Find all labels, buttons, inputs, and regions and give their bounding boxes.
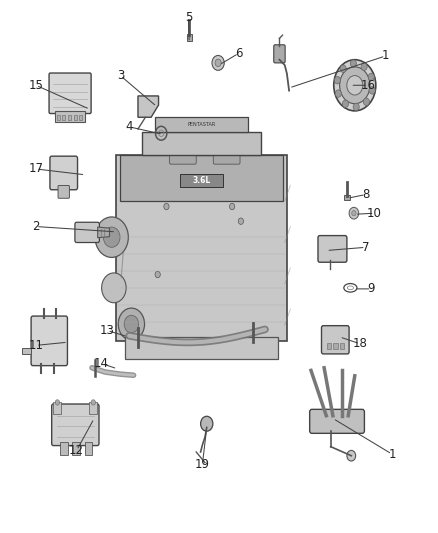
Circle shape [118, 308, 145, 340]
FancyBboxPatch shape [55, 111, 85, 122]
Bar [74, 115, 77, 120]
Text: 15: 15 [28, 79, 43, 92]
FancyBboxPatch shape [318, 236, 347, 262]
Circle shape [343, 100, 349, 108]
Bar [85, 442, 92, 455]
Bar [344, 195, 350, 200]
Bar [68, 115, 71, 120]
FancyBboxPatch shape [170, 148, 196, 164]
Bar [187, 34, 192, 41]
Text: PENTASTAR: PENTASTAR [187, 122, 215, 127]
Circle shape [124, 315, 138, 333]
Circle shape [55, 400, 60, 405]
Circle shape [334, 60, 376, 111]
Circle shape [91, 400, 95, 405]
Circle shape [155, 271, 160, 278]
FancyBboxPatch shape [31, 316, 67, 366]
Text: 17: 17 [28, 163, 43, 175]
Circle shape [102, 273, 126, 303]
FancyBboxPatch shape [142, 132, 261, 155]
Text: 14: 14 [94, 357, 109, 370]
Text: 2: 2 [32, 220, 40, 233]
Text: 13: 13 [100, 324, 115, 337]
Bar [327, 343, 331, 349]
FancyBboxPatch shape [180, 174, 223, 187]
Text: 1: 1 [388, 448, 396, 461]
Bar [57, 115, 60, 120]
FancyBboxPatch shape [75, 222, 99, 243]
Circle shape [368, 73, 374, 80]
FancyBboxPatch shape [125, 337, 278, 359]
Circle shape [103, 227, 120, 247]
Circle shape [340, 65, 346, 72]
Polygon shape [98, 227, 110, 238]
Bar [333, 343, 338, 349]
Bar [72, 442, 80, 455]
Circle shape [335, 90, 341, 98]
FancyBboxPatch shape [321, 326, 349, 354]
Circle shape [363, 98, 369, 106]
Text: 8: 8 [362, 188, 369, 201]
FancyBboxPatch shape [116, 155, 287, 341]
FancyBboxPatch shape [120, 155, 283, 201]
Circle shape [361, 63, 367, 70]
FancyBboxPatch shape [310, 409, 364, 433]
Circle shape [164, 204, 169, 209]
Text: 16: 16 [360, 79, 375, 92]
Bar [53, 402, 61, 414]
FancyBboxPatch shape [58, 185, 69, 198]
Circle shape [215, 59, 221, 67]
Text: 3: 3 [117, 69, 124, 82]
Circle shape [369, 87, 375, 94]
Circle shape [212, 55, 224, 70]
Bar [340, 343, 344, 349]
Bar [89, 402, 97, 414]
FancyBboxPatch shape [50, 156, 78, 190]
Circle shape [339, 67, 370, 104]
Text: 7: 7 [362, 241, 370, 254]
Bar [62, 115, 65, 120]
Circle shape [95, 217, 128, 257]
Circle shape [352, 211, 356, 216]
FancyBboxPatch shape [155, 117, 248, 132]
Circle shape [230, 204, 235, 209]
Text: 12: 12 [69, 444, 84, 457]
FancyBboxPatch shape [49, 73, 91, 114]
Text: 9: 9 [367, 282, 375, 295]
Text: 1: 1 [381, 50, 389, 62]
Circle shape [334, 76, 340, 84]
Text: 10: 10 [367, 207, 382, 220]
Bar [79, 115, 82, 120]
FancyBboxPatch shape [52, 404, 99, 446]
Polygon shape [138, 96, 159, 117]
Text: 6: 6 [235, 47, 243, 60]
FancyBboxPatch shape [274, 45, 285, 63]
Circle shape [201, 416, 213, 431]
Circle shape [350, 60, 357, 67]
Circle shape [349, 207, 359, 219]
Text: 18: 18 [353, 337, 367, 350]
Polygon shape [22, 348, 31, 354]
Text: 11: 11 [28, 339, 43, 352]
Text: 19: 19 [195, 458, 210, 471]
Circle shape [238, 218, 244, 224]
FancyBboxPatch shape [213, 148, 240, 164]
Text: 5: 5 [185, 11, 192, 23]
Circle shape [347, 76, 363, 95]
Text: 4: 4 [125, 120, 133, 133]
Circle shape [353, 103, 359, 111]
Circle shape [347, 450, 356, 461]
Text: 3.6L: 3.6L [192, 176, 211, 185]
Bar [60, 442, 68, 455]
